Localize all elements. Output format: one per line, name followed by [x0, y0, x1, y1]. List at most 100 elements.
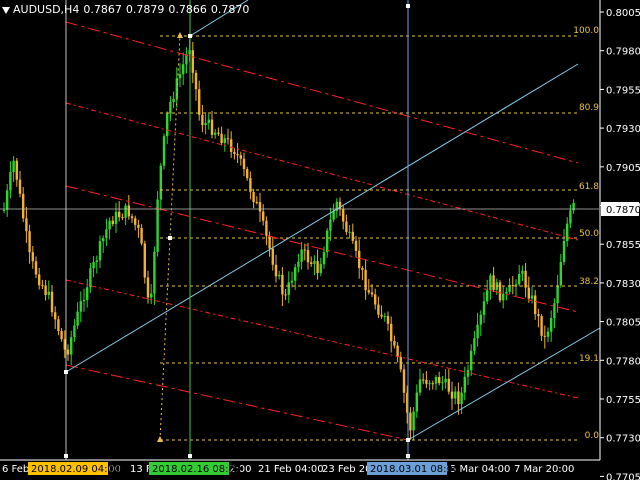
candle-body [466, 370, 470, 377]
fibo-label-0: 0.0 [585, 431, 600, 441]
candle-body [271, 248, 274, 265]
candle-body [118, 211, 121, 218]
candle-body [284, 294, 287, 296]
candle-body [438, 376, 441, 384]
candle-body [31, 252, 34, 262]
price-tick-label: 0.7980 [606, 47, 640, 58]
candle-body [562, 241, 566, 263]
candle-body [54, 312, 57, 320]
candle-body [473, 338, 476, 351]
candle-body [396, 345, 399, 358]
anchor-handle[interactable] [64, 370, 68, 374]
candle-body [540, 316, 543, 336]
candle-body [450, 391, 454, 399]
candle-body [265, 220, 268, 236]
candle-body [178, 74, 182, 79]
candle-body [134, 218, 137, 225]
anchor-handle[interactable] [168, 236, 172, 240]
time-label-3: 21 Feb 04:00 [258, 464, 324, 475]
candle-body [393, 341, 396, 346]
time-highlight-left-label: 2018.02.09 04:00 [31, 464, 120, 475]
price-tick-label: 0.7855 [606, 240, 640, 251]
candle-body [262, 211, 265, 221]
candle-body [425, 379, 428, 384]
candle-body [537, 314, 540, 317]
candle-body [82, 299, 86, 302]
channel-middle-line [65, 185, 579, 313]
fibo-label-61-8: 61.8 [579, 182, 599, 192]
candle-body [233, 151, 236, 155]
price-tick-label: 0.7955 [606, 85, 640, 96]
candle-body [25, 218, 28, 232]
candle-body [329, 219, 332, 231]
candle-body [367, 290, 370, 293]
candle-body [63, 339, 66, 350]
candle-body [194, 72, 198, 90]
current-price-marker [601, 202, 639, 216]
candle-body [274, 264, 278, 277]
time-highlight-left [28, 462, 108, 475]
candle-body [268, 235, 271, 249]
candle-body [527, 287, 530, 299]
candle-body [364, 269, 367, 291]
trendline-top-segment [189, 0, 249, 37]
current-price-label: 0.7870 [606, 205, 640, 216]
candle-body [50, 291, 54, 313]
candle-body [319, 264, 322, 274]
candle-body [310, 262, 313, 264]
candle-body [34, 261, 38, 275]
candle-body [322, 252, 326, 265]
anchor-handle[interactable] [188, 34, 192, 38]
fibo-anchor-triangle[interactable] [157, 436, 163, 442]
object-anchor-points[interactable] [64, 4, 410, 458]
candle-body [290, 280, 294, 283]
symbol-label: AUDUSD,H4 [13, 3, 80, 16]
candle-body [306, 250, 310, 263]
candle-body [169, 101, 172, 114]
fibo-label-38-2: 38.2 [579, 277, 599, 287]
candle-body [15, 160, 18, 180]
candle-body [239, 155, 242, 159]
candle-body [476, 324, 479, 339]
anchor-handle[interactable] [406, 4, 410, 8]
anchor-handle[interactable] [406, 438, 410, 442]
time-label-1: 6 Feb [2, 464, 29, 475]
anchor-handle[interactable] [188, 454, 192, 458]
candle-body [198, 89, 201, 115]
candle-body [434, 376, 438, 384]
candle-body [457, 391, 460, 405]
price-tick-label: 0.7905 [606, 163, 640, 174]
candle-body [524, 270, 527, 288]
candle-body [479, 314, 482, 325]
anchor-handle[interactable] [406, 454, 410, 458]
close-price: 0.7870 [210, 3, 250, 16]
candle-body [166, 113, 169, 137]
time-label-fragment-2: 2:00 [229, 464, 251, 475]
fibo-label-50: 50.0 [579, 229, 599, 239]
candle-body [377, 304, 380, 315]
candle-body [508, 285, 511, 292]
candle-body [422, 379, 425, 381]
candle-body [182, 64, 185, 75]
fibonacci-retracement[interactable]: 100.0 80.9 61.8 50.0 38.2 19.1 0.0 [159, 26, 600, 441]
candle-body [175, 78, 178, 99]
fibo-anchor-triangle[interactable] [177, 32, 183, 38]
candle-body [514, 284, 518, 286]
time-axis: 6 Feb 00 13 F 2:00 21 Feb 04:00 23 Feb 2… [0, 459, 600, 475]
candle-body [127, 205, 130, 217]
price-tick-label: 0.7830 [606, 279, 640, 290]
candle-body [300, 249, 303, 262]
dropdown-arrow-icon[interactable] [2, 6, 10, 14]
trendline-upper [65, 63, 579, 373]
regression-channel[interactable] [65, 21, 579, 441]
candle-body [76, 311, 79, 326]
candle-body [105, 229, 108, 239]
price-axis: 0.80050.79800.79550.79300.79050.78800.78… [599, 0, 640, 480]
fibo-label-19-1: 19.1 [579, 354, 599, 364]
trend-channel[interactable] [65, 0, 601, 441]
candle-body [441, 382, 444, 384]
anchor-handle[interactable] [64, 454, 68, 458]
candle-body [98, 241, 102, 261]
